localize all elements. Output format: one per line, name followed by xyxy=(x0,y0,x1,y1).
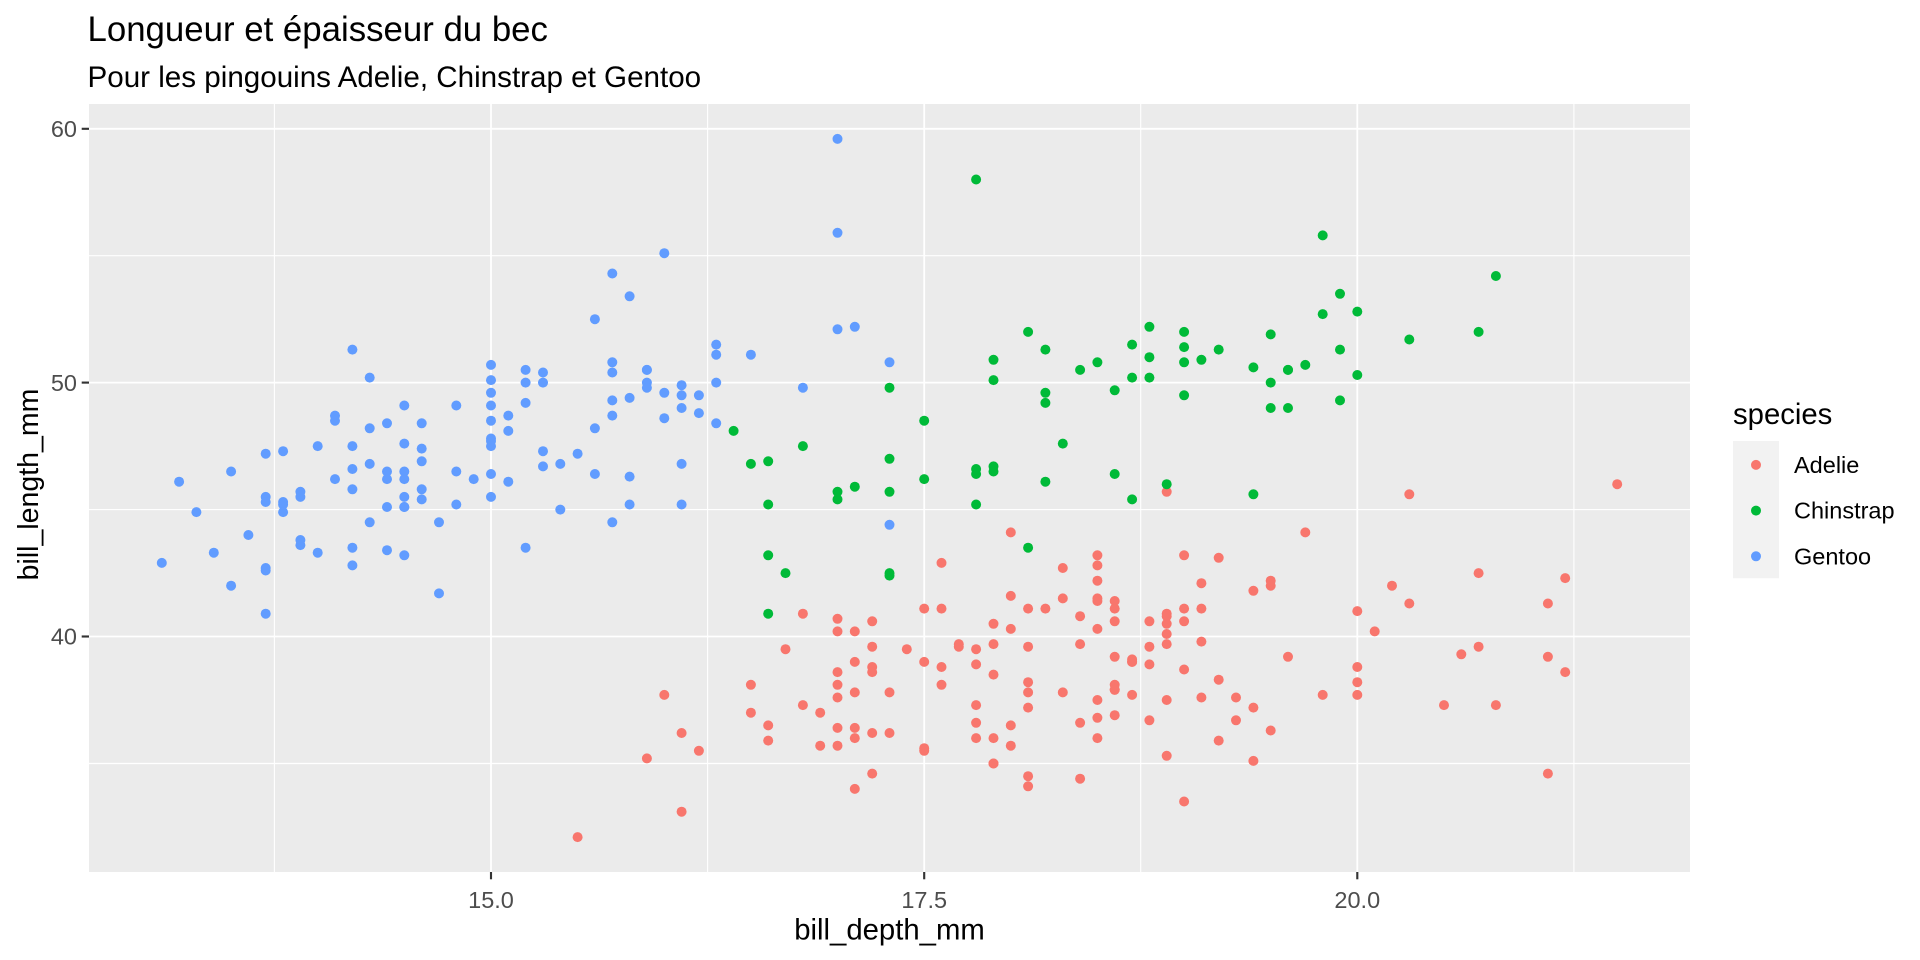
svg-text:bill_length_mm: bill_length_mm xyxy=(13,389,45,581)
svg-text:15.0: 15.0 xyxy=(468,887,514,913)
svg-text:Longueur et épaisseur du bec: Longueur et épaisseur du bec xyxy=(88,10,548,49)
svg-text:40: 40 xyxy=(51,624,77,650)
svg-text:20.0: 20.0 xyxy=(1334,887,1380,913)
svg-text:60: 60 xyxy=(51,116,77,142)
svg-text:Adelie: Adelie xyxy=(1794,452,1859,478)
svg-text:50: 50 xyxy=(51,370,77,396)
svg-text:species: species xyxy=(1733,398,1832,431)
svg-text:17.5: 17.5 xyxy=(901,887,947,913)
svg-text:Chinstrap: Chinstrap xyxy=(1794,498,1895,524)
svg-text:Pour les pingouins Adelie, Chi: Pour les pingouins Adelie, Chinstrap et … xyxy=(88,61,702,94)
svg-text:Gentoo: Gentoo xyxy=(1794,543,1871,569)
svg-text:bill_depth_mm: bill_depth_mm xyxy=(794,913,985,946)
